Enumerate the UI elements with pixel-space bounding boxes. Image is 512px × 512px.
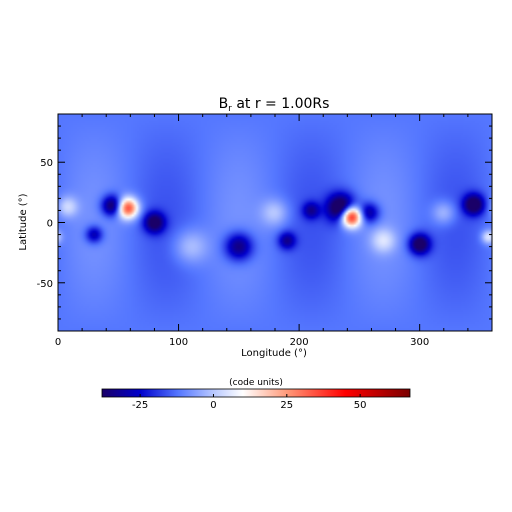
chart-title-subscript: r: [228, 104, 232, 114]
heatmap-image: [58, 114, 492, 331]
axis-ticks: 0 100 200 300 -50 0 50: [37, 114, 493, 348]
colorbar-tick-label: -25: [132, 400, 148, 411]
y-tick-label: -50: [37, 279, 53, 290]
colorbar-label: (code units): [229, 378, 283, 388]
y-tick-label: 50: [40, 158, 53, 169]
x-tick-label: 200: [290, 337, 309, 348]
y-axis-label: Latitude (°): [18, 193, 29, 250]
x-tick-label: 100: [169, 337, 188, 348]
chart-title-rest: at r = 1.00Rs: [232, 96, 330, 112]
x-axis-label: Longitude (°): [241, 348, 307, 359]
colorbar: [101, 388, 411, 398]
x-tick-label: 300: [410, 337, 429, 348]
colorbar-tick-label: 25: [280, 400, 293, 411]
colorbar-ticks: -25 0 25 50: [132, 394, 367, 411]
chart-title: Br at r = 1.00Rs: [219, 96, 330, 114]
colorbar-tick-label: 0: [210, 400, 216, 411]
y-tick-label: 0: [47, 219, 53, 230]
x-tick-label: 0: [55, 337, 61, 348]
colorbar-tick-label: 50: [354, 400, 367, 411]
chart-title-main: B: [219, 96, 229, 112]
